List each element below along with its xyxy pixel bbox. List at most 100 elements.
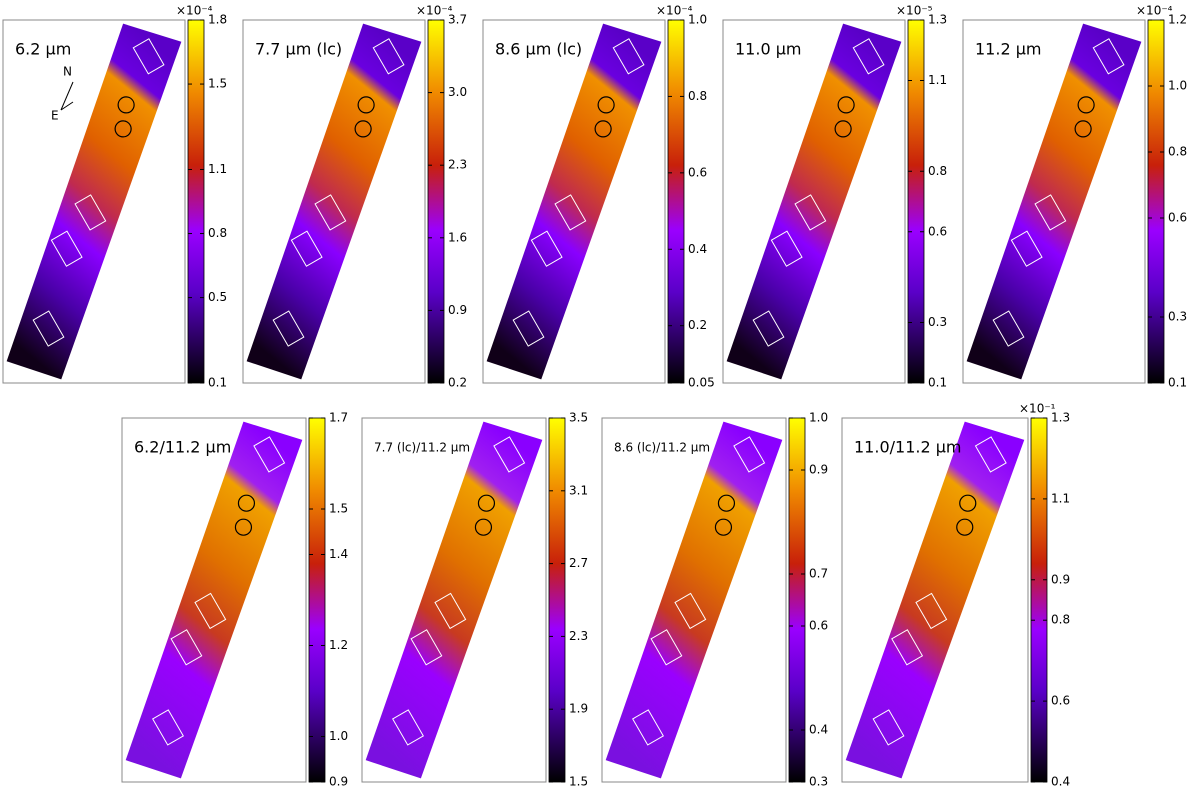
aperture-box — [650, 629, 683, 666]
colorbar-tick-label: 0.4 — [809, 723, 828, 737]
panel-title: 7.7 (lc)/11.2 μm — [374, 441, 470, 455]
colorbar-tick-label: 0.6 — [688, 165, 707, 179]
aperture-box — [794, 194, 827, 231]
aperture-box — [272, 310, 305, 347]
aperture-box — [74, 194, 107, 231]
colorbar-tick-label: 1.6 — [448, 230, 467, 244]
aperture-box — [1034, 194, 1067, 231]
source-marker — [477, 494, 496, 512]
colorbar-tick-label: 0.6 — [1168, 211, 1187, 225]
colorbar-tick-label: 0.6 — [1051, 694, 1070, 708]
aperture-box — [152, 709, 184, 746]
colorbar — [667, 19, 685, 384]
colorbar-tick-label: 2.3 — [569, 629, 588, 643]
aperture-box — [872, 709, 905, 746]
compass-arrow — [60, 81, 74, 111]
colorbar-tick-label: 3.0 — [448, 85, 467, 99]
colorbar-tick-label: 0.9 — [1051, 572, 1070, 586]
aperture-box — [733, 436, 766, 473]
colorbar-tick-label: 0.4 — [688, 242, 707, 256]
colorbar-tick-label: 0.1 — [928, 376, 947, 390]
source-marker — [354, 120, 372, 138]
source-marker — [1077, 96, 1095, 114]
colorbar-tick-label: 0.3 — [1168, 310, 1187, 324]
source-marker — [594, 120, 612, 138]
colorbar — [427, 19, 445, 384]
colorbar-tick-label: 1.0 — [329, 729, 348, 743]
colorbar-tick-label: 0.8 — [688, 89, 707, 103]
colorbar-tick-label: 0.8 — [928, 164, 947, 178]
colorbar-tick-label: 0.8 — [1051, 613, 1070, 627]
panel-title: 8.6 μm (lc) — [495, 40, 582, 59]
colorbar-tick-label: 0.3 — [809, 775, 828, 789]
aperture-box — [974, 436, 1007, 473]
colorbar-tick-label: 0.05 — [688, 376, 715, 390]
colorbar-tick-label: 1.1 — [1051, 491, 1070, 505]
source-marker — [474, 518, 493, 536]
colorbar — [1147, 19, 1165, 384]
colorbar — [308, 417, 326, 783]
colorbar-tick-label: 0.8 — [208, 226, 227, 240]
colorbar — [187, 19, 205, 384]
aperture-box — [50, 230, 83, 267]
aperture-box — [1092, 38, 1125, 75]
compass-label: E — [51, 109, 59, 123]
colorbar-tick-label: 0.8 — [1168, 145, 1187, 159]
colorbar-multiplier: ×10⁻¹ — [1019, 402, 1056, 416]
colorbar-tick-label: 0.6 — [809, 619, 828, 633]
colorbar-tick-label: 1.3 — [1051, 411, 1070, 425]
aperture-box — [632, 709, 664, 746]
colorbar-tick-label: 1.0 — [809, 411, 828, 425]
source-marker — [834, 120, 852, 138]
aperture-box — [674, 592, 707, 630]
aperture-box — [194, 592, 227, 630]
colorbar-tick-label: 1.7 — [329, 411, 348, 425]
panel-title: 11.0 μm — [735, 40, 801, 59]
colorbar-multiplier: ×10⁻⁴ — [656, 4, 693, 18]
aperture-box — [170, 629, 203, 666]
colorbar-tick-label: 1.5 — [329, 502, 348, 516]
source-marker — [597, 96, 615, 114]
panel-title: 6.2/11.2 μm — [134, 438, 231, 457]
colorbar-tick-label: 3.7 — [448, 13, 467, 27]
aperture-box — [1010, 230, 1043, 267]
aperture-box — [132, 38, 165, 75]
colorbar-tick-label: 0.2 — [448, 376, 467, 390]
colorbar-tick-label: 2.7 — [569, 556, 588, 570]
colorbar-tick-label: 1.5 — [569, 775, 588, 789]
aperture-box — [992, 310, 1025, 347]
source-marker — [717, 494, 736, 512]
colorbar-tick-label: 1.2 — [1168, 13, 1187, 27]
panel-title: 11.0/11.2 μm — [854, 438, 962, 457]
source-marker — [714, 518, 733, 536]
colorbar-tick-label: 1.8 — [208, 13, 227, 27]
colorbar-tick-label: 0.5 — [208, 290, 227, 304]
colorbar-tick-label: 3.1 — [569, 483, 588, 497]
colorbar-multiplier: ×10⁻⁴ — [1136, 4, 1173, 18]
aperture-box — [392, 709, 424, 746]
colorbar-tick-label: 0.9 — [809, 463, 828, 477]
aperture-box — [434, 592, 467, 630]
source-marker — [1074, 120, 1092, 138]
source-marker — [357, 96, 375, 114]
aperture-box — [752, 310, 785, 347]
colorbar-tick-label: 0.7 — [809, 567, 828, 581]
source-marker — [959, 494, 977, 512]
panel-title: 11.2 μm — [975, 40, 1041, 59]
aperture-box — [32, 310, 65, 347]
colorbar — [548, 417, 566, 783]
colorbar-tick-label: 0.4 — [1051, 775, 1070, 789]
aperture-box — [512, 310, 545, 347]
colorbar-tick-label: 1.0 — [688, 13, 707, 27]
aperture-box — [770, 230, 803, 267]
source-marker — [837, 96, 855, 114]
aperture-box — [612, 38, 645, 75]
colorbar-multiplier: ×10⁻⁵ — [896, 4, 933, 18]
colorbar-tick-label: 0.9 — [448, 303, 467, 317]
aperture-box — [314, 194, 347, 231]
aperture-box — [290, 230, 323, 267]
aperture-box — [493, 436, 526, 473]
aperture-box — [253, 436, 286, 473]
colorbar-tick-label: 1.0 — [1168, 79, 1187, 93]
